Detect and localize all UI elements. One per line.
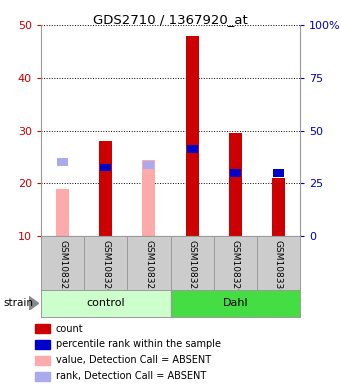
Bar: [56, 189, 69, 236]
Text: GSM108326: GSM108326: [101, 240, 110, 295]
Bar: [273, 169, 284, 177]
Text: strain: strain: [3, 298, 33, 308]
Bar: [35, 372, 50, 381]
Bar: [100, 164, 111, 172]
Bar: [187, 145, 197, 153]
Text: count: count: [56, 324, 83, 334]
Text: percentile rank within the sample: percentile rank within the sample: [56, 339, 221, 349]
Bar: [170, 290, 300, 317]
Text: rank, Detection Call = ABSENT: rank, Detection Call = ABSENT: [56, 371, 206, 381]
Text: value, Detection Call = ABSENT: value, Detection Call = ABSENT: [56, 355, 211, 365]
Polygon shape: [29, 296, 39, 310]
Bar: [229, 133, 242, 236]
Bar: [57, 158, 68, 166]
Bar: [35, 340, 50, 349]
Bar: [186, 36, 198, 236]
Text: GSM108329: GSM108329: [231, 240, 240, 295]
Text: GDS2710 / 1367920_at: GDS2710 / 1367920_at: [93, 13, 248, 26]
Bar: [272, 178, 285, 236]
Text: control: control: [86, 298, 125, 308]
Text: GSM108325: GSM108325: [58, 240, 67, 295]
Text: GSM108330: GSM108330: [274, 240, 283, 295]
Bar: [41, 290, 170, 317]
Bar: [99, 141, 112, 236]
Bar: [144, 161, 154, 169]
Bar: [230, 169, 241, 177]
Text: GSM108328: GSM108328: [188, 240, 197, 295]
Bar: [35, 356, 50, 365]
Bar: [35, 324, 50, 333]
Bar: [143, 160, 155, 236]
Text: Dahl: Dahl: [222, 298, 248, 308]
Text: GSM108327: GSM108327: [144, 240, 153, 295]
